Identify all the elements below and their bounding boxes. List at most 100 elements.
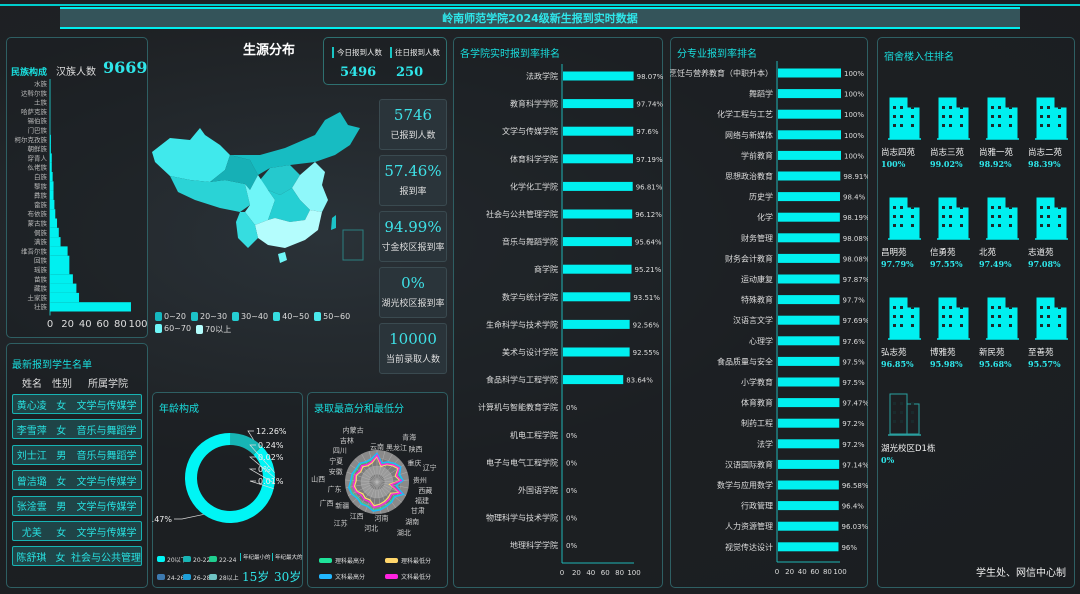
map-legend-item[interactable]: 70以上 [196, 324, 231, 335]
bar[interactable] [50, 255, 70, 265]
bar[interactable] [50, 153, 52, 163]
bar[interactable] [50, 209, 56, 219]
legend-label: 28以上 [219, 574, 239, 582]
bar[interactable] [778, 130, 841, 140]
donut-slice[interactable] [253, 446, 262, 455]
bar[interactable] [50, 237, 61, 247]
bar[interactable] [50, 162, 52, 172]
bar[interactable] [778, 542, 839, 552]
bar[interactable] [778, 295, 840, 305]
bar[interactable] [563, 126, 634, 136]
bar-label: 汉语言文学 [733, 315, 773, 325]
bar[interactable] [778, 398, 840, 408]
dorm-item[interactable]: 信勇苑 97.55% [930, 196, 978, 270]
bar[interactable] [50, 265, 70, 275]
bar[interactable] [563, 209, 633, 219]
bar[interactable] [50, 246, 68, 256]
bar[interactable] [563, 154, 633, 164]
bar[interactable] [50, 190, 54, 200]
bar[interactable] [50, 181, 54, 191]
dorm-item[interactable]: 尚志二苑 98.39% [1028, 96, 1076, 170]
bar[interactable] [50, 227, 59, 238]
bar[interactable] [50, 134, 51, 145]
bar-label: 黎族 [34, 181, 48, 190]
tick-label: 40 [79, 319, 92, 330]
dorm-item[interactable]: 至善苑 95.57% [1028, 296, 1076, 370]
bar[interactable] [778, 459, 840, 469]
bar[interactable] [778, 233, 840, 243]
bar[interactable] [563, 319, 630, 329]
bar[interactable] [563, 237, 632, 247]
bar[interactable] [50, 274, 73, 284]
student-row[interactable]: 刘士江男音乐与舞蹈学 [12, 444, 142, 465]
china-map[interactable] [150, 100, 370, 300]
students-title: 最新报到学生名单 [12, 360, 92, 371]
bar[interactable] [563, 292, 631, 302]
donut-slice[interactable] [253, 446, 262, 455]
bar[interactable] [778, 192, 840, 202]
bar[interactable] [50, 283, 77, 293]
bar[interactable] [563, 71, 634, 81]
bar[interactable] [778, 109, 841, 119]
dorm-item[interactable]: 北苑 97.49% [979, 196, 1027, 270]
bar[interactable] [778, 274, 840, 284]
building-icon [888, 393, 921, 436]
map-legend-item[interactable]: 30~40 [232, 312, 268, 321]
radar-series-line[interactable] [348, 452, 405, 512]
dorm-item[interactable]: 尚志四苑 100% [881, 96, 929, 170]
bar[interactable] [778, 336, 840, 346]
bar[interactable] [50, 292, 80, 303]
bar[interactable] [778, 89, 841, 99]
bar[interactable] [778, 418, 840, 428]
bar[interactable] [778, 212, 840, 222]
donut-slice[interactable] [252, 445, 262, 455]
donut-slice[interactable] [253, 446, 262, 455]
dorm-item[interactable]: 尚志三苑 99.02% [930, 96, 978, 170]
value-label: 96.12% [635, 211, 662, 219]
today-box: 今日报到人数 往日报到人数 5496 250 [323, 37, 447, 85]
bar[interactable] [563, 264, 632, 274]
map-legend-item[interactable]: 20~30 [190, 312, 227, 321]
bar[interactable] [50, 302, 131, 312]
radar-series-line[interactable] [353, 455, 402, 507]
bar[interactable] [563, 347, 630, 357]
dorm-item[interactable]: 湖光校区D1栋 0% [881, 392, 935, 466]
bar[interactable] [563, 99, 634, 109]
bar[interactable] [50, 144, 51, 154]
bar[interactable] [778, 356, 840, 366]
map-legend-item[interactable]: 60~70 [155, 324, 191, 335]
bar[interactable] [778, 480, 839, 490]
bar[interactable] [778, 171, 841, 181]
radar-series-line[interactable] [348, 452, 405, 512]
student-row[interactable]: 尤美 女文学与传媒学 [12, 521, 142, 541]
bar[interactable] [50, 172, 53, 182]
student-row[interactable]: 曾洁璐女文学与传媒学 [12, 470, 142, 491]
bar[interactable] [778, 501, 839, 511]
bar[interactable] [778, 253, 840, 263]
student-row[interactable]: 李雪萍女音乐与舞蹈学 [12, 419, 142, 440]
student-row[interactable]: 陈舒琪女社会与公共管理 [12, 546, 142, 567]
bar[interactable] [50, 199, 55, 210]
bar[interactable] [778, 68, 841, 78]
dorm-item[interactable]: 昌明苑 97.79% [881, 196, 929, 270]
radar-series-line[interactable] [352, 453, 403, 509]
bar[interactable] [563, 375, 624, 385]
student-row[interactable]: 张淦雲男文学与传媒学 [12, 495, 142, 516]
student-row[interactable]: 黄心凌女文学与传媒学 [12, 394, 142, 414]
dorm-item[interactable]: 新民苑 95.68% [979, 296, 1027, 370]
dorm-item[interactable]: 弘志苑 96.85% [881, 296, 929, 370]
dorm-item[interactable]: 尚雅一苑 98.92% [979, 96, 1027, 170]
bar[interactable] [778, 439, 840, 449]
bar[interactable] [563, 181, 633, 191]
bar[interactable] [778, 150, 841, 160]
map-legend-item[interactable]: 40~50 [273, 312, 309, 321]
bar[interactable] [50, 218, 58, 228]
student-name: 李雪萍 [16, 425, 47, 437]
bar[interactable] [778, 377, 840, 387]
bar[interactable] [778, 315, 840, 325]
dorm-item[interactable]: 志道苑 97.08% [1028, 196, 1076, 270]
map-legend-item[interactable]: 0~20 [155, 312, 186, 321]
bar[interactable] [778, 521, 839, 531]
dorm-item[interactable]: 博雅苑 95.98% [930, 296, 978, 370]
map-legend-item[interactable]: 50~60 [314, 312, 350, 321]
